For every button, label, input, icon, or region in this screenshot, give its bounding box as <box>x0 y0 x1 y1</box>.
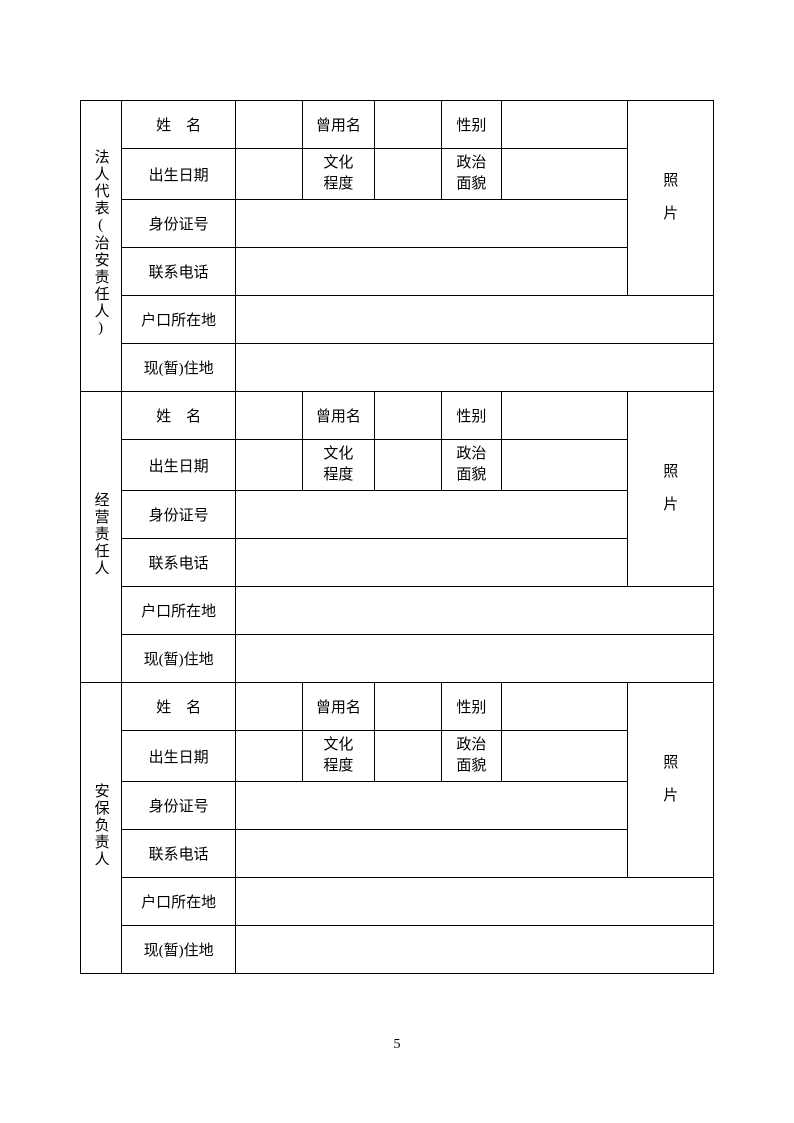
sec0-gender-label: 性别 <box>441 101 501 149</box>
sec2-formername-label: 曾用名 <box>302 683 375 731</box>
sec2-dob-label: 出生日期 <box>122 731 236 782</box>
sec1-dob-value <box>236 440 302 491</box>
sec0-hukou-value <box>236 296 714 344</box>
sec0-photo: 照片 <box>628 101 714 296</box>
sec2-residence-label: 现(暂)住地 <box>122 926 236 974</box>
sec1-phone-value <box>236 539 628 587</box>
sec0-id-value <box>236 200 628 248</box>
sec0-phone-label: 联系电话 <box>122 248 236 296</box>
sec1-id-value <box>236 491 628 539</box>
sec0-political-value <box>501 149 628 200</box>
sec0-title: 法人代表(治安责任人) <box>81 101 122 392</box>
sec2-row6: 现(暂)住地 <box>81 926 714 974</box>
sec0-dob-label: 出生日期 <box>122 149 236 200</box>
sec2-dob-value <box>236 731 302 782</box>
sec1-name-label: 姓 名 <box>122 392 236 440</box>
sec1-gender-value <box>501 392 628 440</box>
sec2-id-value <box>236 782 628 830</box>
sec1-hukou-value <box>236 587 714 635</box>
sec2-edu-label: 文化程度 <box>302 731 375 782</box>
sec2-formername-value <box>375 683 441 731</box>
sec2-name-value <box>236 683 302 731</box>
sec1-row4: 联系电话 <box>81 539 714 587</box>
sec0-gender-value <box>501 101 628 149</box>
sec2-hukou-value <box>236 878 714 926</box>
sec1-hukou-label: 户口所在地 <box>122 587 236 635</box>
sec0-edu-value <box>375 149 441 200</box>
personnel-table: 法人代表(治安责任人) 姓 名 曾用名 性别 照片 出生日期 文化程度 政治面貌… <box>80 100 714 974</box>
sec2-phone-value <box>236 830 628 878</box>
sec0-formername-label: 曾用名 <box>302 101 375 149</box>
sec0-political-label: 政治面貌 <box>441 149 501 200</box>
sec2-photo: 照片 <box>628 683 714 878</box>
sec2-residence-value <box>236 926 714 974</box>
sec2-row3: 身份证号 <box>81 782 714 830</box>
sec2-row5: 户口所在地 <box>81 878 714 926</box>
sec2-hukou-label: 户口所在地 <box>122 878 236 926</box>
sec2-gender-label: 性别 <box>441 683 501 731</box>
sec1-id-label: 身份证号 <box>122 491 236 539</box>
sec2-edu-value <box>375 731 441 782</box>
sec0-row6: 现(暂)住地 <box>81 344 714 392</box>
sec1-edu-value <box>375 440 441 491</box>
sec1-political-value <box>501 440 628 491</box>
sec2-gender-value <box>501 683 628 731</box>
sec0-formername-value <box>375 101 441 149</box>
sec0-row3: 身份证号 <box>81 200 714 248</box>
sec1-gender-label: 性别 <box>441 392 501 440</box>
sec1-edu-label: 文化程度 <box>302 440 375 491</box>
sec0-dob-value <box>236 149 302 200</box>
sec1-title: 经营责任人 <box>81 392 122 683</box>
page-number: 5 <box>0 1037 794 1053</box>
sec1-residence-label: 现(暂)住地 <box>122 635 236 683</box>
sec1-name-value <box>236 392 302 440</box>
sec0-residence-value <box>236 344 714 392</box>
sec0-row4: 联系电话 <box>81 248 714 296</box>
sec2-row2: 出生日期 文化程度 政治面貌 <box>81 731 714 782</box>
sec1-dob-label: 出生日期 <box>122 440 236 491</box>
sec1-political-label: 政治面貌 <box>441 440 501 491</box>
sec1-phone-label: 联系电话 <box>122 539 236 587</box>
sec0-row2: 出生日期 文化程度 政治面貌 <box>81 149 714 200</box>
sec0-hukou-label: 户口所在地 <box>122 296 236 344</box>
sec2-phone-label: 联系电话 <box>122 830 236 878</box>
sec1-formername-value <box>375 392 441 440</box>
sec2-name-label: 姓 名 <box>122 683 236 731</box>
sec1-row3: 身份证号 <box>81 491 714 539</box>
sec0-row1: 法人代表(治安责任人) 姓 名 曾用名 性别 照片 <box>81 101 714 149</box>
sec2-row4: 联系电话 <box>81 830 714 878</box>
sec2-id-label: 身份证号 <box>122 782 236 830</box>
sec0-row5: 户口所在地 <box>81 296 714 344</box>
sec0-residence-label: 现(暂)住地 <box>122 344 236 392</box>
sec0-name-label: 姓 名 <box>122 101 236 149</box>
sec2-political-value <box>501 731 628 782</box>
sec0-phone-value <box>236 248 628 296</box>
sec1-row2: 出生日期 文化程度 政治面貌 <box>81 440 714 491</box>
sec0-name-value <box>236 101 302 149</box>
sec1-row6: 现(暂)住地 <box>81 635 714 683</box>
sec0-edu-label: 文化程度 <box>302 149 375 200</box>
form-page: 法人代表(治安责任人) 姓 名 曾用名 性别 照片 出生日期 文化程度 政治面貌… <box>0 0 794 1034</box>
sec1-row5: 户口所在地 <box>81 587 714 635</box>
sec1-photo: 照片 <box>628 392 714 587</box>
sec1-row1: 经营责任人 姓 名 曾用名 性别 照片 <box>81 392 714 440</box>
sec2-title: 安保负责人 <box>81 683 122 974</box>
sec0-id-label: 身份证号 <box>122 200 236 248</box>
sec1-residence-value <box>236 635 714 683</box>
sec2-row1: 安保负责人 姓 名 曾用名 性别 照片 <box>81 683 714 731</box>
sec2-political-label: 政治面貌 <box>441 731 501 782</box>
sec1-formername-label: 曾用名 <box>302 392 375 440</box>
